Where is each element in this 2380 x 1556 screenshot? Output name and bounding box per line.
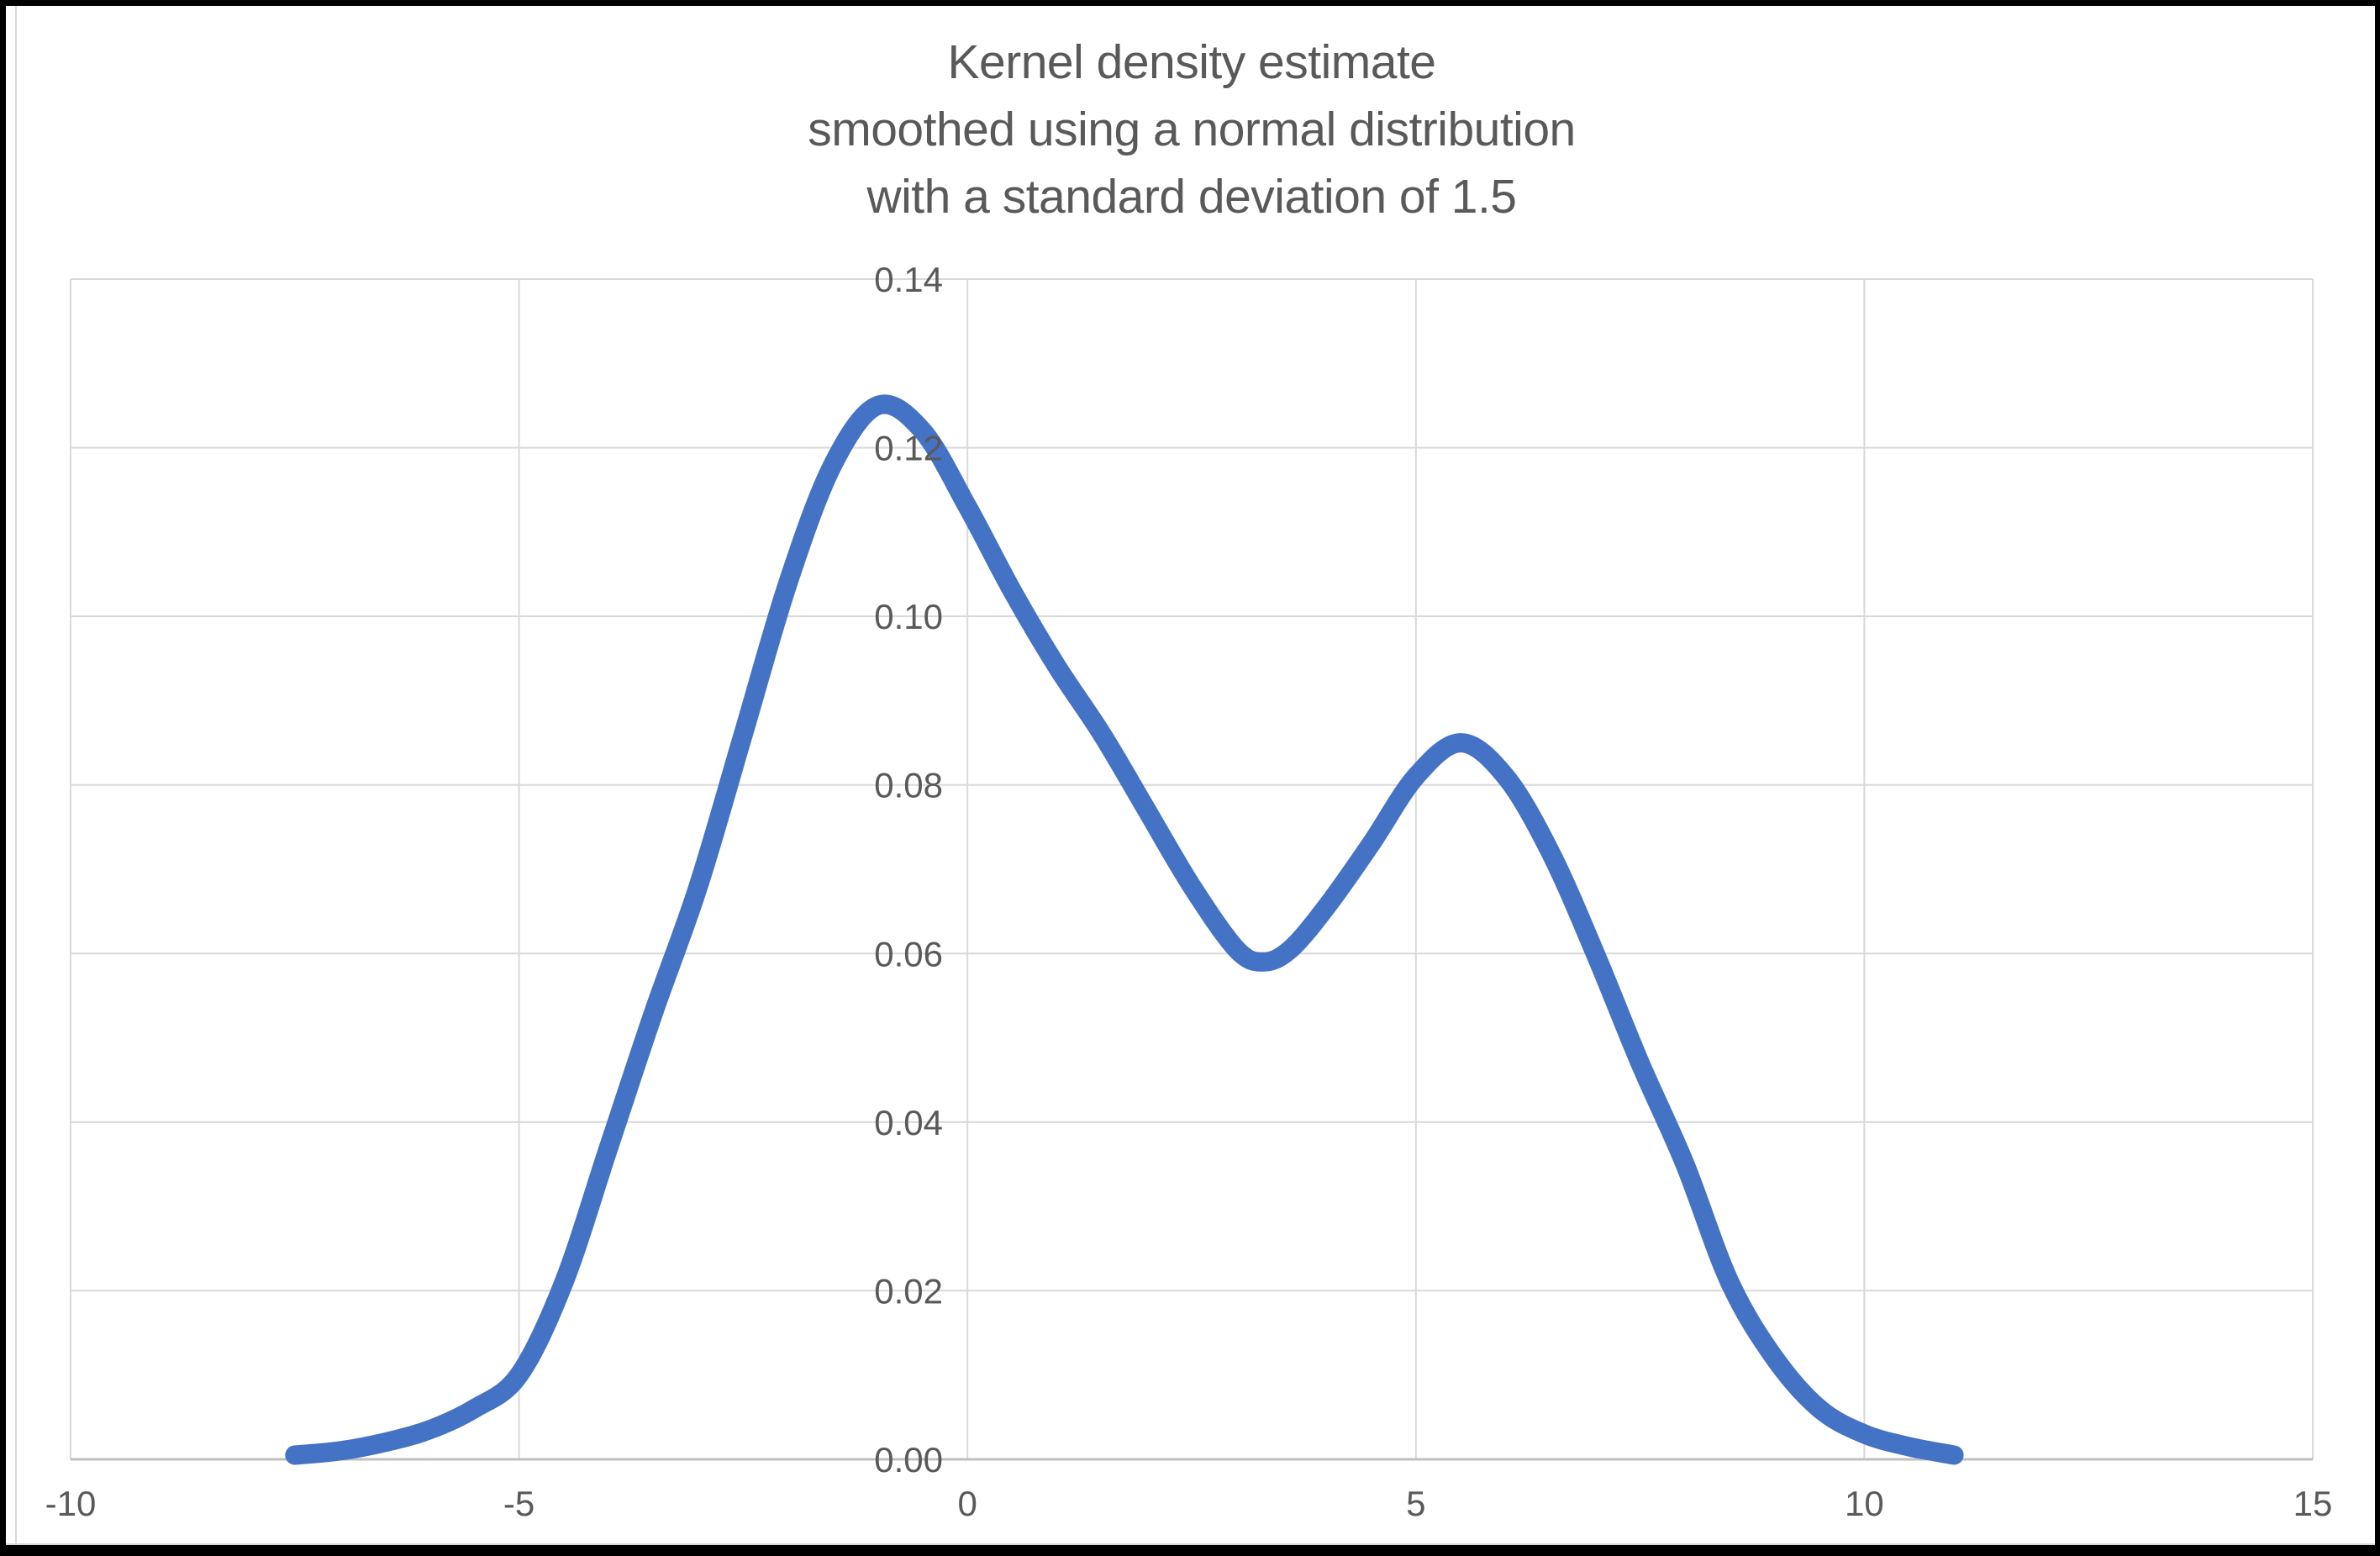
x-tick-label: -10: [45, 1484, 97, 1523]
x-tick-label: 0: [958, 1484, 977, 1523]
chart-title: Kernel density estimate smoothed using a…: [71, 29, 2313, 230]
chart-title-line-1: Kernel density estimate: [947, 35, 1436, 89]
y-tick-label: 0.04: [874, 1103, 943, 1142]
y-tick-label: 0.12: [874, 429, 943, 468]
x-tick-label: 10: [1845, 1484, 1884, 1523]
x-tick-label: -5: [503, 1484, 534, 1523]
chart-title-line-2: smoothed using a normal distribution: [808, 103, 1576, 156]
y-tick-label: 0.06: [874, 934, 943, 973]
y-tick-label: 0.00: [874, 1440, 943, 1480]
x-tick-label: 15: [2293, 1484, 2333, 1523]
x-tick-label: 5: [1406, 1484, 1425, 1523]
y-tick-label: 0.02: [874, 1271, 943, 1311]
y-tick-label: 0.14: [874, 260, 943, 299]
window-left-edge: [15, 6, 17, 1545]
window-bottom-edge: [6, 1543, 2375, 1545]
y-tick-label: 0.10: [874, 597, 943, 636]
chart-title-line-3: with a standard deviation of 1.5: [866, 170, 1517, 224]
chart-canvas: [6, 6, 2375, 1545]
kde-curve: [285, 394, 1964, 1465]
y-tick-label: 0.08: [874, 766, 943, 805]
